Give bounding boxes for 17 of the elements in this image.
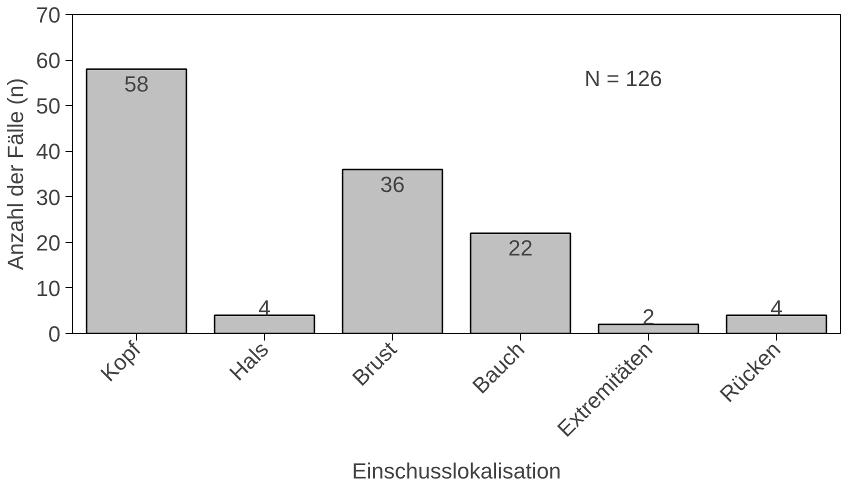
- y-tick-label: 40: [36, 139, 61, 164]
- y-tick-label: 60: [36, 48, 61, 74]
- data-label: 22: [508, 236, 533, 261]
- data-label: 36: [380, 172, 405, 197]
- y-tick-label: 50: [36, 94, 61, 119]
- data-label: 4: [258, 295, 271, 320]
- annotation: N = 126: [584, 66, 662, 91]
- x-tick-label: Hals: [224, 336, 274, 386]
- x-axis-title: Einschusslokalisation: [352, 458, 562, 484]
- y-tick-label: 70: [36, 2, 61, 28]
- data-label: 58: [124, 72, 149, 97]
- y-tick-label: 20: [36, 230, 61, 256]
- y-tick-label: 30: [36, 184, 61, 210]
- data-label: 4: [770, 295, 783, 320]
- y-tick-label: 10: [36, 276, 61, 301]
- y-axis-title: Anzahl der Fälle (n): [3, 78, 28, 270]
- y-tick-label: 0: [48, 322, 61, 346]
